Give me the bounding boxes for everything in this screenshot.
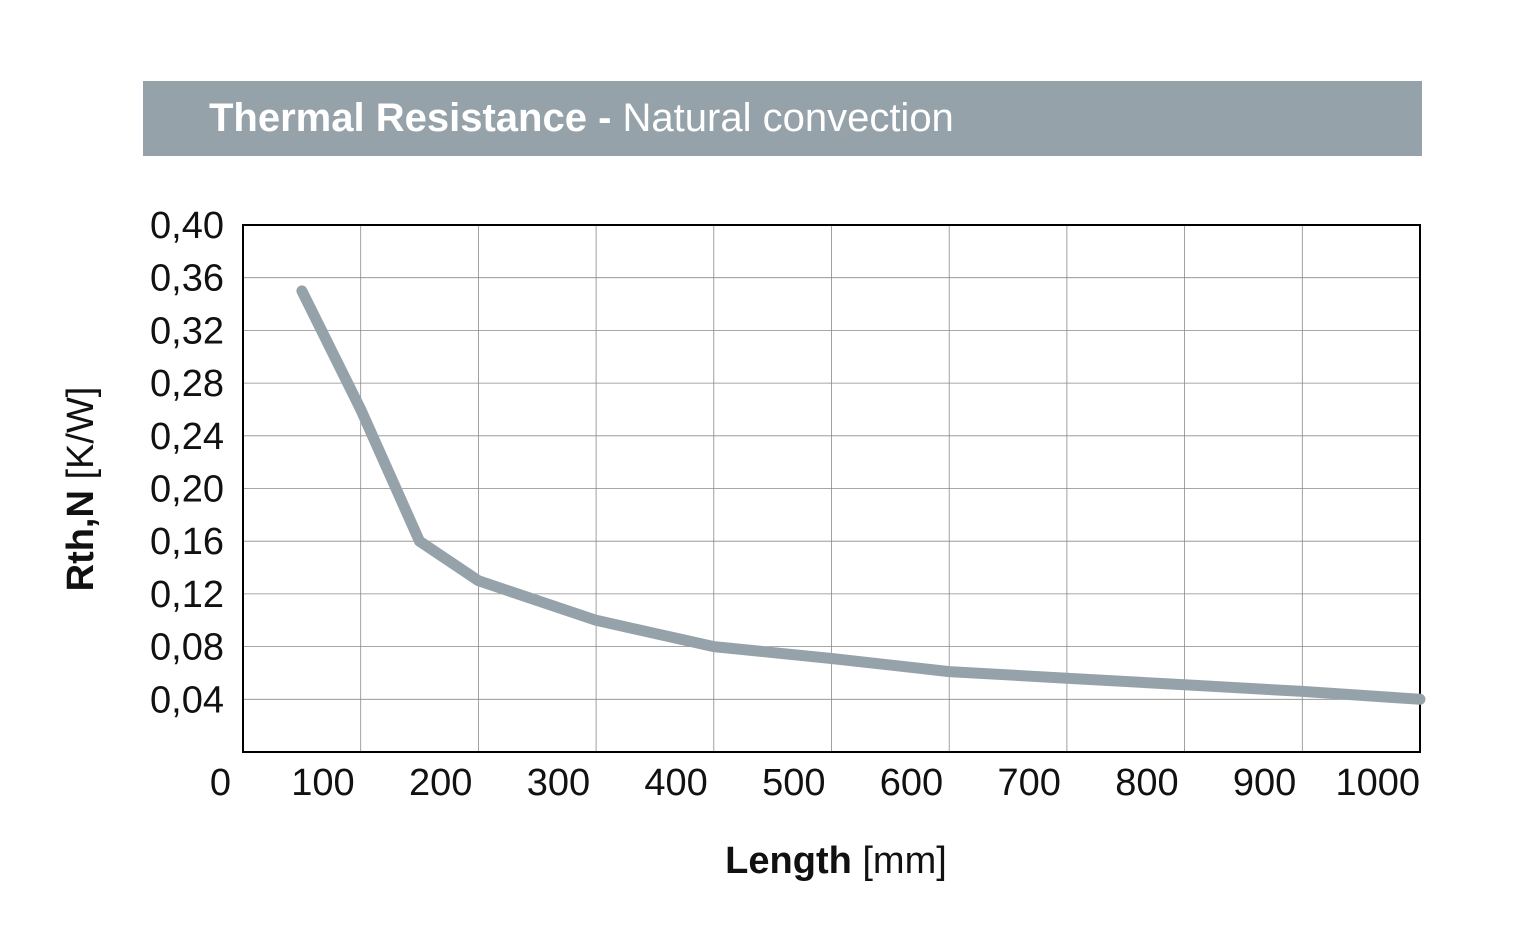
x-tick-label: 600 <box>880 762 943 804</box>
x-tick-label: 900 <box>1233 762 1296 804</box>
plot-frame <box>242 224 1421 753</box>
y-tick-label: 0,24 <box>150 416 224 458</box>
x-axis-title-bold: Length <box>725 840 852 882</box>
y-axis-ticks: 0,04 0,08 0,12 0,16 0,20 0,24 0,28 0,32 0,36 0,40 <box>150 205 224 721</box>
x-tick-label: 100 <box>291 762 354 804</box>
y-tick-label: 0,08 <box>150 627 224 669</box>
y-tick-label: 0,20 <box>150 469 224 511</box>
y-axis-title-unit: [K/W] <box>60 387 102 480</box>
chart-title-subtitle: Natural convection <box>622 96 954 140</box>
chart-title-bar: Thermal Resistance - Natural convection <box>143 81 1422 156</box>
grid-lines <box>243 225 1420 752</box>
x-tick-label: 200 <box>409 762 472 804</box>
chart-title-bold: Thermal Resistance - <box>209 96 612 140</box>
y-axis-title-bold: Rth,N <box>60 490 102 591</box>
y-tick-label: 0,28 <box>150 363 224 405</box>
x-tick-label: 0 <box>210 762 231 804</box>
y-axis-title: Rth,N [K/W] <box>60 387 102 592</box>
y-tick-label: 0,40 <box>150 205 224 247</box>
y-tick-label: 0,32 <box>150 310 224 352</box>
x-tick-label: 300 <box>527 762 590 804</box>
y-tick-label: 0,16 <box>150 521 224 563</box>
x-tick-label: 800 <box>1115 762 1178 804</box>
x-tick-label: 500 <box>762 762 825 804</box>
y-tick-label: 0,12 <box>150 574 224 616</box>
x-tick-label: 400 <box>644 762 707 804</box>
x-tick-label: 1000 <box>1335 762 1420 804</box>
x-tick-label: 700 <box>997 762 1060 804</box>
x-axis-title-unit: [mm] <box>862 840 946 882</box>
x-axis-title: Length [mm] <box>725 840 947 882</box>
y-tick-label: 0,36 <box>150 258 224 300</box>
x-axis-ticks: 0 100 200 300 400 500 600 700 800 900 1000 <box>210 762 1420 804</box>
y-tick-label: 0,04 <box>150 679 224 721</box>
series-line <box>296 285 1426 705</box>
